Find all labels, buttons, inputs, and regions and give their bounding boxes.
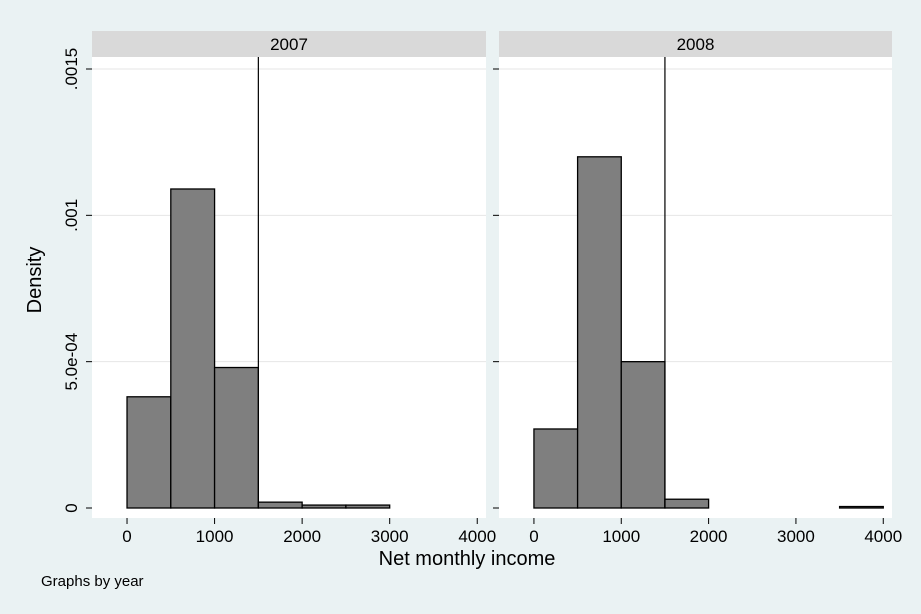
x-tick-label: 2000	[283, 527, 321, 546]
histogram-bar	[213, 366, 260, 509]
y-tick-label: 0	[62, 503, 81, 512]
x-tick-label: 0	[122, 527, 131, 546]
x-tick-label: 3000	[371, 527, 409, 546]
histogram-bar	[126, 396, 172, 509]
x-tick-label: 4000	[458, 527, 496, 546]
x-axis-title: Net monthly income	[379, 548, 556, 570]
histogram-bar	[257, 501, 303, 509]
histogram-bar	[838, 505, 884, 509]
histogram-bar	[664, 498, 710, 509]
histogram-bar	[345, 504, 391, 509]
graph-note: Graphs by year	[41, 573, 144, 590]
panel-title: 2008	[677, 35, 715, 54]
histogram-bar	[620, 361, 666, 509]
panel-strip	[499, 31, 892, 57]
histogram-bar	[170, 188, 216, 509]
x-tick-label: 1000	[602, 527, 640, 546]
y-tick-label: .001	[62, 199, 81, 232]
y-tick-label: 5.0e-04	[62, 333, 81, 391]
x-tick-label: 0	[529, 527, 538, 546]
x-tick-label: 3000	[777, 527, 815, 546]
panel-title: 2007	[270, 35, 308, 54]
y-axis-title: Density	[24, 247, 46, 314]
y-tick-label: .0015	[62, 48, 81, 91]
x-tick-label: 4000	[864, 527, 902, 546]
x-tick-label: 2000	[690, 527, 728, 546]
x-tick-label: 1000	[196, 527, 234, 546]
histogram-bar	[576, 156, 622, 509]
histogram-bar	[301, 504, 347, 509]
panel-strip	[92, 31, 486, 57]
histogram-bar	[533, 428, 579, 509]
